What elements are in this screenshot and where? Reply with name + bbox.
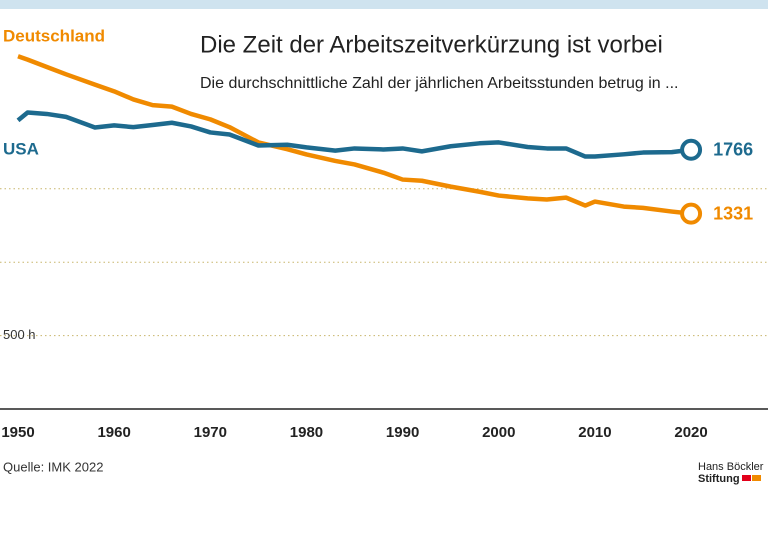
x-tick-label: 2000 [482,424,515,441]
logo-line: Stiftung [698,473,740,485]
end-label: 1331 [713,203,753,223]
end-marker [680,138,703,161]
series-label: USA [3,139,39,158]
series-line [17,54,692,216]
logo-mark [742,475,751,481]
source: Quelle: IMK 2022 [3,459,103,474]
x-tick-label: 1980 [290,424,323,441]
x-tick-label: 2020 [674,424,707,441]
series-line [16,110,692,159]
x-tick-label: 1990 [386,424,419,441]
end-marker [680,202,703,225]
x-tick-label: 1960 [97,424,130,441]
logo-line: Hans Böckler [698,461,764,473]
logo-mark [752,475,761,481]
chart-subtitle: Die durchschnittliche Zahl der jährliche… [200,75,678,92]
end-label: 1766 [713,140,753,160]
top-band [0,0,768,9]
x-tick-label: 1950 [1,424,34,441]
y-tick-label: 500 h [3,327,36,342]
chart-title: Die Zeit der Arbeitszeitverkürzung ist v… [200,31,663,58]
x-tick-label: 2010 [578,424,611,441]
series-label: Deutschland [3,26,105,45]
x-tick-label: 1970 [194,424,227,441]
